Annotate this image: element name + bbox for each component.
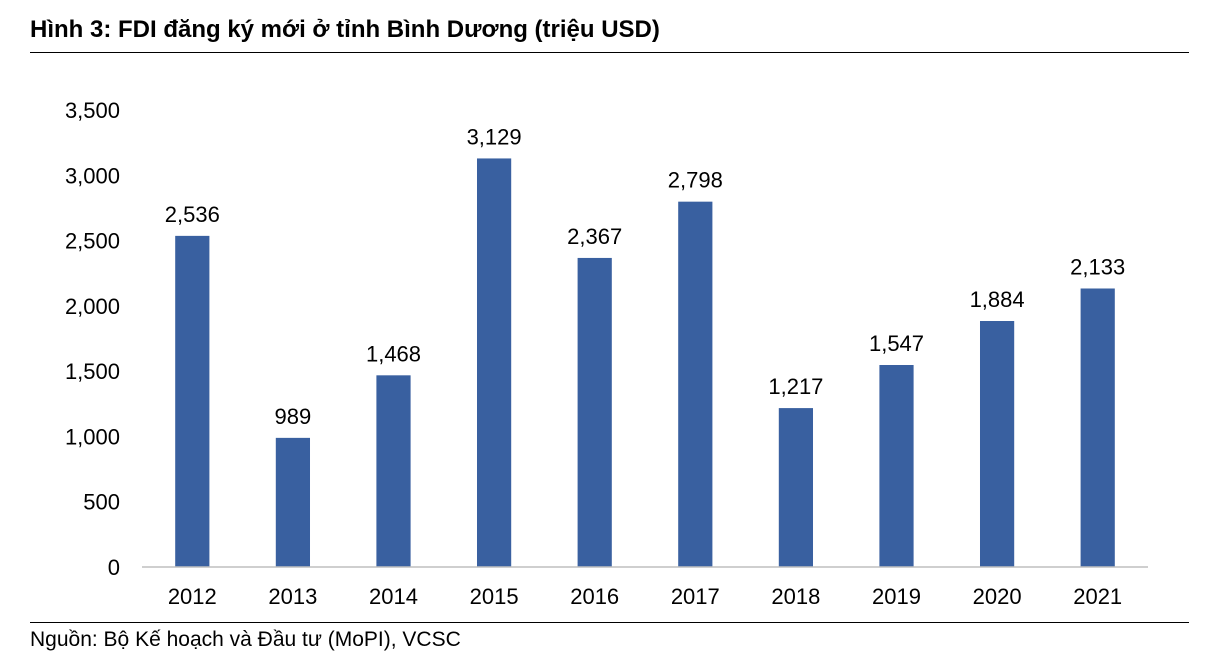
bar-2018 <box>778 408 814 567</box>
data-label: 3,129 <box>467 124 522 149</box>
y-tick-label: 2,000 <box>65 294 120 319</box>
bar-2017 <box>678 201 713 568</box>
bar-2015 <box>476 158 512 567</box>
y-tick-label: 1,500 <box>65 359 120 384</box>
data-label: 989 <box>275 404 312 429</box>
bar-2012 <box>175 235 210 567</box>
x-tick-label: 2016 <box>570 584 619 609</box>
bar-2014 <box>376 375 411 567</box>
y-tick-label: 3,000 <box>65 163 120 188</box>
bar-2021 <box>1080 288 1115 567</box>
data-labels: 2,536 989 1,468 3,129 2,367 2,798 1,217 1,547 1,… <box>165 124 1125 428</box>
data-label: 2,133 <box>1070 254 1125 279</box>
bar-2016 <box>577 257 612 567</box>
x-tick-label: 2020 <box>973 584 1022 609</box>
bar-2013 <box>275 437 311 567</box>
title-divider <box>30 52 1189 53</box>
figure-title: Hình 3: FDI đăng ký mới ở tỉnh Bình Dươn… <box>30 16 660 43</box>
data-label: 1,547 <box>869 331 924 356</box>
x-tick-label: 2018 <box>771 584 820 609</box>
y-tick-label: 500 <box>83 490 120 515</box>
source-note: Nguồn: Bộ Kế hoạch và Đầu tư (MoPI), VCS… <box>30 628 461 651</box>
data-label: 2,536 <box>165 202 220 227</box>
y-tick-label: 3,500 <box>65 98 120 123</box>
bar-2020 <box>979 321 1015 567</box>
data-label: 2,367 <box>567 224 622 249</box>
y-tick-label: 1,000 <box>65 424 120 449</box>
x-axis: 2012 2013 2014 2015 2016 2017 2018 2019 2020 2021 <box>168 584 1122 609</box>
source-divider <box>30 622 1189 623</box>
x-tick-label: 2019 <box>872 584 921 609</box>
x-tick-label: 2012 <box>168 584 217 609</box>
x-tick-label: 2013 <box>268 584 317 609</box>
y-tick-label: 0 <box>108 555 120 580</box>
x-tick-label: 2015 <box>470 584 519 609</box>
data-label: 1,468 <box>366 341 421 366</box>
x-tick-label: 2014 <box>369 584 418 609</box>
y-axis: 0 500 1,000 1,500 2,000 2,500 3,000 3,500 <box>65 98 120 580</box>
bar-2019 <box>879 365 914 567</box>
x-tick-label: 2021 <box>1073 584 1122 609</box>
data-label: 1,217 <box>768 374 823 399</box>
x-tick-label: 2017 <box>671 584 720 609</box>
data-label: 2,798 <box>668 168 723 193</box>
bar-series <box>175 158 1115 568</box>
y-tick-label: 2,500 <box>65 229 120 254</box>
data-label: 1,884 <box>970 287 1025 312</box>
